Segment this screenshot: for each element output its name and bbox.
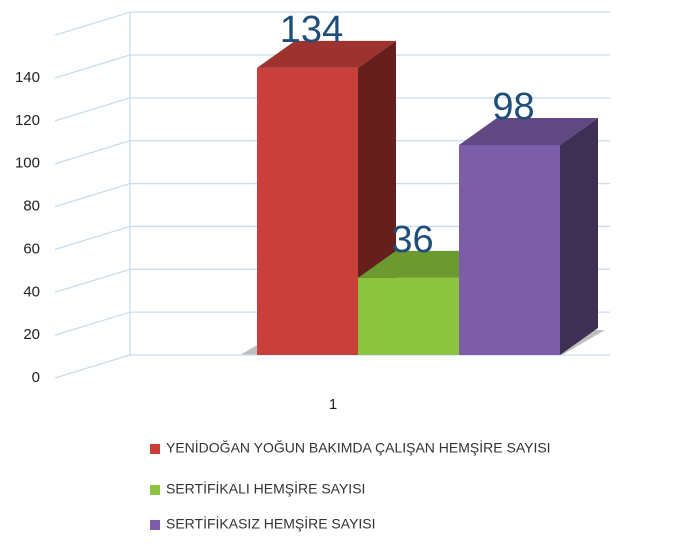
y-tick-label: 100 bbox=[15, 155, 40, 172]
y-tick-label: 60 bbox=[23, 240, 40, 257]
legend-label: SERTİFİKALI HEMŞİRE SAYISI bbox=[166, 480, 365, 497]
bar bbox=[358, 277, 459, 355]
legend-swatch bbox=[150, 444, 160, 454]
legend-label: YENİDOĞAN YOĞUN BAKIMDA ÇALIŞAN HEMŞİRE … bbox=[166, 439, 551, 456]
y-tick-label: 120 bbox=[15, 112, 40, 129]
y-tick-label: 0 bbox=[32, 369, 40, 386]
bar-side bbox=[560, 118, 598, 355]
y-tick-label: 80 bbox=[23, 198, 40, 215]
bar-top bbox=[257, 40, 396, 68]
bar bbox=[257, 67, 358, 355]
y-tick-label: 20 bbox=[23, 326, 40, 343]
value-label: 36 bbox=[391, 219, 433, 261]
x-tick-label: 1 bbox=[329, 396, 337, 413]
bar-top bbox=[459, 118, 598, 145]
legend-label: SERTİFİKASIZ HEMŞİRE SAYISI bbox=[166, 515, 376, 532]
value-label: 98 bbox=[492, 86, 534, 128]
bar bbox=[459, 145, 560, 355]
legend-swatch bbox=[150, 485, 160, 495]
legend-swatch bbox=[150, 520, 160, 530]
y-tick-label: 40 bbox=[23, 283, 40, 300]
grid-line bbox=[54, 354, 610, 379]
value-label: 134 bbox=[280, 9, 343, 51]
y-tick-label: 140 bbox=[15, 69, 40, 86]
